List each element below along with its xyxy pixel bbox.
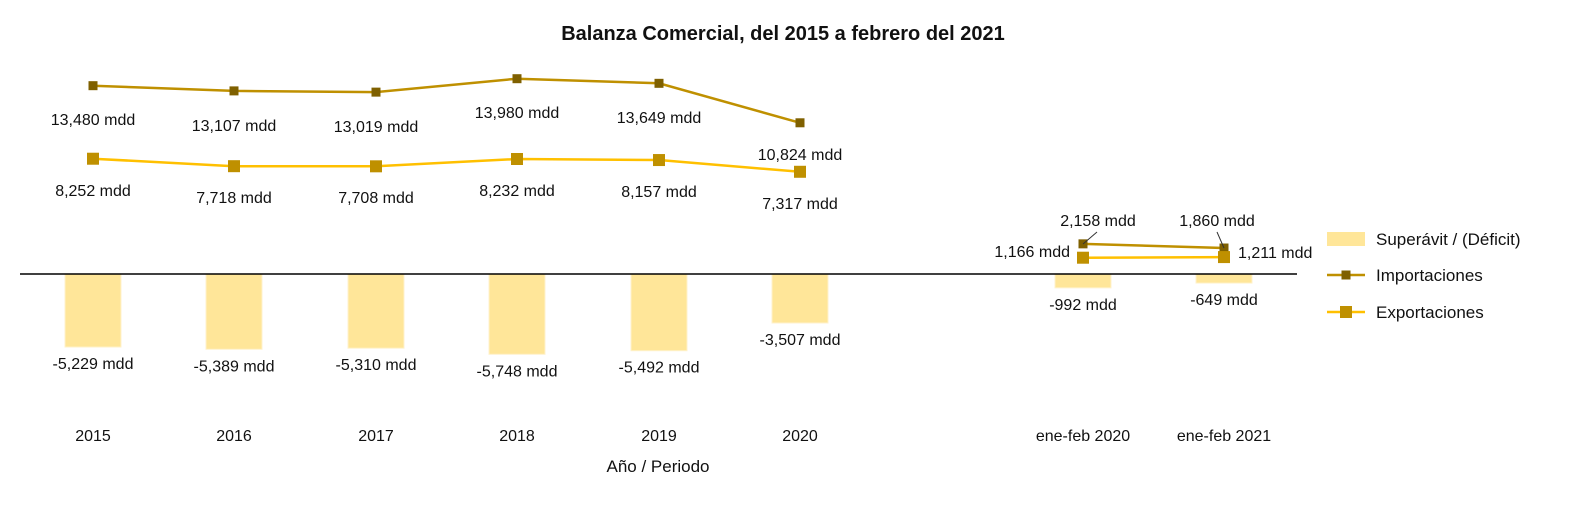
importaciones-marker-2018	[512, 74, 522, 84]
lines-group	[92, 77, 1225, 259]
x-tick-labels: 2015 2016 2017 2018 2019 2020 ene-feb 2020 ene-…	[75, 428, 1271, 445]
legend-label-exportaciones: Exportaciones	[1376, 303, 1484, 322]
bar-label-2015: -5,229 mdd	[53, 356, 134, 373]
x-tick-2017: 2017	[358, 428, 394, 445]
x-tick-ene-feb 2020: ene-feb 2020	[1036, 428, 1130, 445]
bar-2016	[205, 273, 263, 350]
bar-2020	[771, 273, 829, 324]
bars-group	[64, 273, 1253, 355]
bar-ene-feb 2020	[1054, 273, 1112, 289]
importaciones-label-2019: 13,649 mdd	[617, 110, 702, 127]
exportaciones-marker-ene-feb 2020	[1077, 251, 1089, 264]
importaciones-label-2020: 10,824 mdd	[758, 147, 843, 164]
bar-label-2019: -5,492 mdd	[619, 360, 700, 377]
legend-marker-importaciones	[1341, 270, 1351, 280]
legend-swatch-superavit	[1327, 232, 1365, 246]
exportaciones-label-2017: 7,708 mdd	[338, 190, 414, 207]
exportaciones-label-2019: 8,157 mdd	[621, 184, 697, 201]
legend-label-importaciones: Importaciones	[1376, 266, 1483, 285]
exportaciones-marker-2019	[653, 154, 665, 167]
importaciones-label-ene-feb 2020: 2,158 mdd	[1060, 213, 1136, 230]
x-tick-ene-feb 2021: ene-feb 2021	[1177, 428, 1271, 445]
x-axis-label: Año / Periodo	[606, 457, 709, 476]
importaciones-marker-2019	[654, 78, 664, 88]
bar-ene-feb 2021	[1195, 273, 1253, 284]
exportaciones-label-2015: 8,252 mdd	[55, 183, 131, 200]
x-tick-2018: 2018	[499, 428, 535, 445]
importaciones-line-segment-1	[92, 77, 801, 125]
x-tick-2016: 2016	[216, 428, 252, 445]
exportaciones-marker-2015	[87, 152, 99, 165]
exportaciones-label-2018: 8,232 mdd	[479, 183, 555, 200]
leader-line-ene-feb-2020	[1082, 231, 1098, 245]
bar-label-ene-feb 2020: -992 mdd	[1049, 297, 1117, 314]
chart-title: Balanza Comercial, del 2015 a febrero de…	[561, 23, 1005, 45]
exportaciones-label-2016: 7,718 mdd	[196, 190, 272, 207]
bar-label-2017: -5,310 mdd	[336, 357, 417, 374]
importaciones-label-ene-feb 2021: 1,860 mdd	[1179, 213, 1255, 230]
data-labels-group: -5,229 mdd -5,389 mdd -5,310 mdd -5,748 mdd…	[51, 105, 1313, 380]
importaciones-marker-2020	[795, 118, 805, 128]
importaciones-label-2016: 13,107 mdd	[192, 118, 277, 135]
exportaciones-line-segment-1	[92, 157, 801, 174]
exportaciones-marker-2016	[228, 160, 240, 173]
importaciones-label-2017: 13,019 mdd	[334, 119, 419, 136]
exportaciones-marker-2018	[511, 152, 523, 165]
exportaciones-label-ene-feb 2021: 1,211 mdd	[1238, 245, 1312, 262]
importaciones-line-segment-2	[1082, 242, 1225, 250]
x-tick-2019: 2019	[641, 428, 677, 445]
importaciones-label-2015: 13,480 mdd	[51, 112, 136, 129]
exportaciones-line-segment-2	[1082, 255, 1225, 259]
x-tick-2020: 2020	[782, 428, 818, 445]
bar-label-2020: -3,507 mdd	[760, 332, 841, 349]
importaciones-label-2018: 13,980 mdd	[475, 105, 560, 122]
bar-2018	[488, 273, 546, 355]
exportaciones-marker-ene-feb 2021	[1218, 251, 1230, 264]
bar-label-2018: -5,748 mdd	[477, 363, 558, 380]
importaciones-marker-ene-feb 2021	[1219, 243, 1229, 253]
markers-group	[87, 74, 1230, 264]
exportaciones-marker-2017	[370, 160, 382, 173]
exportaciones-marker-2020	[794, 165, 806, 178]
x-tick-2015: 2015	[75, 428, 111, 445]
legend-marker-exportaciones	[1340, 306, 1352, 318]
importaciones-marker-2017	[371, 87, 381, 97]
bar-2015	[64, 273, 122, 348]
leader-line-ene-feb-2021	[1216, 231, 1225, 249]
legend-label-superavit: Superávit / (Déficit)	[1376, 230, 1521, 249]
bar-2017	[347, 273, 405, 349]
exportaciones-label-ene-feb 2020: 1,166 mdd	[994, 244, 1070, 261]
bar-2019	[630, 273, 688, 352]
importaciones-marker-2015	[88, 81, 98, 91]
bar-label-2016: -5,389 mdd	[194, 358, 275, 375]
exportaciones-label-2020: 7,317 mdd	[762, 196, 838, 213]
bar-label-ene-feb 2021: -649 mdd	[1190, 292, 1258, 309]
legend: Superávit / (Déficit) Importaciones Export…	[1327, 230, 1521, 322]
importaciones-marker-2016	[229, 86, 239, 96]
